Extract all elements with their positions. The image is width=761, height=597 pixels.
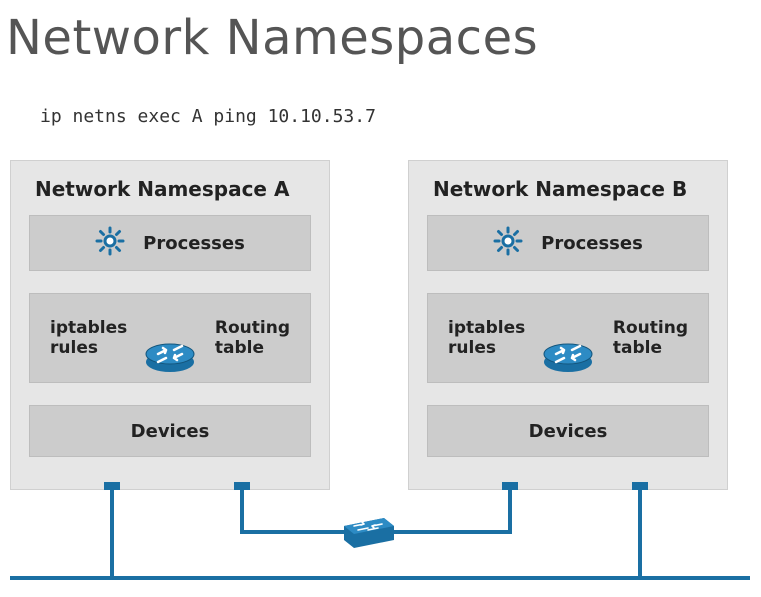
connector-a2-v xyxy=(240,482,244,534)
routing-table-label: Routing table xyxy=(215,318,290,359)
command-text: ip netns exec A ping 10.10.53.7 xyxy=(0,66,761,127)
namespace-b-processes-block: Processes xyxy=(427,215,709,271)
switch-icon xyxy=(338,516,396,554)
namespace-b-devices-block: Devices xyxy=(427,405,709,457)
namespace-b-title: Network Namespace B xyxy=(427,177,709,201)
connector-b1-v xyxy=(508,482,512,534)
connector-a1-v xyxy=(110,482,114,576)
baseline-network-line xyxy=(10,576,750,580)
namespace-b-routing-block: iptables rules Routing table xyxy=(427,293,709,383)
gear-icon xyxy=(493,226,523,260)
page-title: Network Namespaces xyxy=(0,0,761,66)
namespace-a-routing-block: iptables rules Routing table xyxy=(29,293,311,383)
processes-label: Processes xyxy=(541,233,643,254)
routing-table-label: Routing table xyxy=(613,318,688,359)
connector-b2-v xyxy=(638,482,642,576)
namespace-a-box: Network Namespace A xyxy=(10,160,330,490)
iptables-label: iptables rules xyxy=(50,318,127,359)
diagram-area: Network Namespace A xyxy=(10,160,750,590)
processes-label: Processes xyxy=(143,233,245,254)
gear-icon xyxy=(95,226,125,260)
router-icon xyxy=(144,340,196,378)
namespace-a-devices-block: Devices xyxy=(29,405,311,457)
devices-label: Devices xyxy=(529,421,608,442)
connector-a2-h xyxy=(240,530,350,534)
connector-b1-h xyxy=(386,530,512,534)
iptables-label: iptables rules xyxy=(448,318,525,359)
namespace-a-processes-block: Processes xyxy=(29,215,311,271)
namespace-a-title: Network Namespace A xyxy=(29,177,311,201)
router-icon xyxy=(542,340,594,378)
namespace-b-box: Network Namespace B xyxy=(408,160,728,490)
devices-label: Devices xyxy=(131,421,210,442)
